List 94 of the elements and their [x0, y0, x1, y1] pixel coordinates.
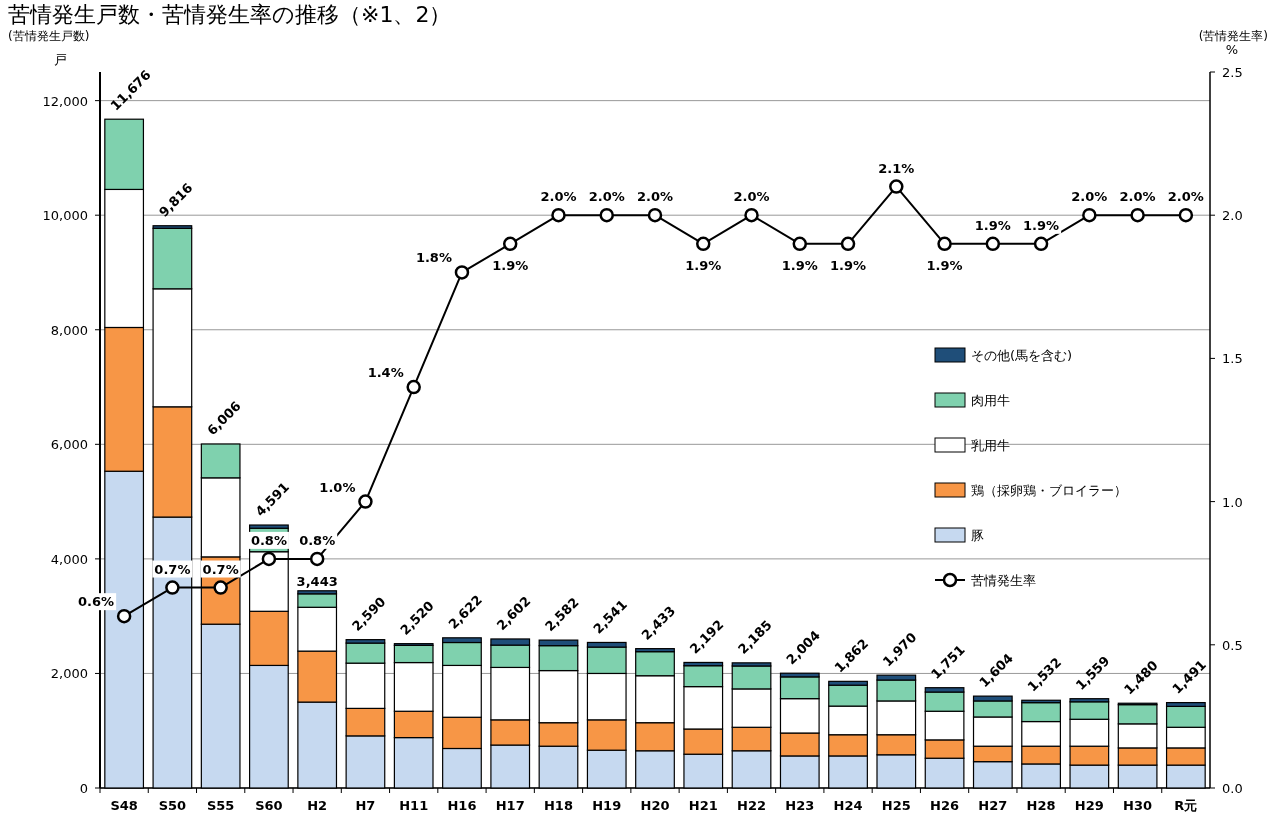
x-tick-label: H23 [785, 798, 815, 813]
point [116, 608, 132, 624]
point [213, 580, 228, 595]
point [840, 236, 856, 252]
point [647, 207, 663, 223]
y2-tick-label: 2.0 [1222, 208, 1243, 224]
legend-label: 苦情発生率 [971, 573, 1036, 588]
x-tick-label: S60 [255, 798, 283, 813]
chart-title: 苦情発生戸数・苦情発生率の推移（※1、2） [8, 2, 452, 27]
x-tick-label: S48 [110, 798, 138, 813]
data-label: 1.8% [415, 250, 452, 266]
y-tick-label: 0 [79, 781, 88, 796]
point [1178, 207, 1194, 223]
data-label: 1.0% [319, 479, 356, 495]
text: (苦情発生戸数) [8, 29, 90, 43]
point [309, 551, 325, 567]
y2-tick-label: 1.0 [1222, 494, 1243, 510]
data-label: 2.0% [1167, 189, 1204, 205]
legend-label: 豚 [971, 528, 984, 543]
data-label: 0.7% [202, 561, 239, 577]
point [1033, 236, 1049, 252]
point [985, 236, 1001, 252]
x-tick-label: H24 [833, 798, 863, 813]
legend-label: 鶏（採卵鶏・ブロイラー） [971, 483, 1127, 498]
x-tick-label: R元 [1174, 798, 1198, 813]
y-tick-label: 12,000 [42, 93, 88, 109]
data-label: 1.4% [367, 365, 404, 381]
data-label: 0.8% [299, 532, 336, 548]
y2-tick-label: 1.5 [1222, 351, 1243, 367]
data-label: 1.9% [830, 257, 867, 273]
data-label: 2.0% [540, 189, 577, 205]
point [1130, 207, 1145, 223]
total-label: 3,443 [296, 573, 338, 589]
x-tick-label: H29 [1074, 798, 1104, 813]
point [599, 207, 614, 223]
data-label: 0.6% [78, 594, 115, 610]
point [406, 379, 421, 395]
x-tick-label: H27 [978, 798, 1008, 813]
data-label: 2.0% [636, 189, 674, 205]
legend-label: 肉用牛 [971, 393, 1010, 408]
y2-tick-label: 2.5 [1222, 65, 1243, 80]
y-tick-label: 10,000 [42, 208, 88, 224]
point [502, 236, 518, 252]
point [165, 580, 180, 595]
data-label: 1.9% [492, 257, 529, 273]
x-tick-label: H25 [881, 798, 911, 813]
x-tick-label: H30 [1123, 798, 1153, 813]
data-label: 2.0% [1119, 189, 1156, 205]
data-label: 2.1% [878, 160, 915, 176]
data-label: 1.9% [781, 257, 818, 273]
point [744, 207, 759, 223]
x-tick-label: H18 [543, 798, 573, 813]
y-axis-title: 戸 [53, 52, 67, 67]
data-label: 1.9% [974, 217, 1011, 233]
legend-label: その他(馬を含む) [971, 348, 1073, 363]
text: (苦情発生率) [1198, 29, 1268, 43]
x-tick-label: H22 [737, 798, 767, 813]
point [551, 207, 566, 223]
x-tick-label: H7 [355, 798, 376, 813]
data-label: 0.8% [250, 532, 287, 548]
y-tick-label: 8,000 [50, 322, 88, 338]
y-tick-label: 4,000 [50, 551, 88, 567]
data-label: 1.9% [1023, 217, 1060, 233]
point [261, 551, 277, 567]
x-tick-label: H21 [688, 798, 718, 813]
x-tick-label: H28 [1026, 798, 1056, 813]
point [696, 236, 711, 252]
data-label: 2.0% [733, 189, 770, 205]
legend-label: 乳用牛 [971, 438, 1010, 453]
y2-tick-label: 0.5 [1222, 637, 1243, 653]
data-label: 1.9% [685, 257, 722, 273]
x-tick-label: H2 [307, 798, 328, 813]
x-tick-label: H11 [399, 798, 429, 813]
data-label: 1.9% [926, 257, 963, 273]
x-tick-label: H19 [592, 798, 622, 813]
y-tick-label: 2,000 [50, 666, 88, 682]
x-tick-label: H17 [495, 798, 525, 813]
x-tick-label: H16 [447, 798, 477, 813]
x-tick-label: S50 [158, 798, 187, 813]
data-label: 2.0% [1071, 189, 1108, 205]
point [1082, 207, 1097, 223]
data-label: 2.0% [588, 189, 625, 205]
y2-axis-title: % [1225, 42, 1239, 57]
point [358, 494, 373, 509]
point [889, 179, 904, 194]
x-tick-label: S55 [206, 798, 235, 813]
data-label: 0.7% [154, 561, 191, 577]
point [937, 236, 952, 252]
x-tick-label: H26 [930, 798, 960, 813]
y-tick-label: 6,000 [50, 437, 88, 453]
point [792, 236, 808, 252]
y2-tick-label: 0.0 [1222, 781, 1243, 796]
point [454, 265, 470, 280]
x-tick-label: H20 [640, 798, 670, 813]
